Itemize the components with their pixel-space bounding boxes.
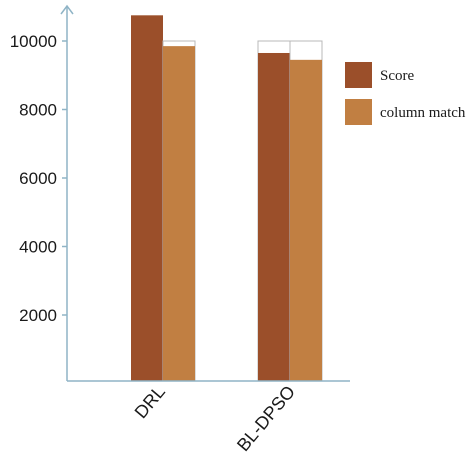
legend: Score column match (345, 62, 466, 125)
y-axis-arrow (60, 4, 74, 15)
legend-label: Score (380, 68, 414, 84)
y-tick-label: 4000 (19, 238, 57, 257)
legend-label: column match (380, 105, 466, 121)
bar-column-match-drl (163, 46, 195, 381)
x-labels-group: DRL BL-DPSO (131, 382, 299, 455)
y-tick-label: 8000 (19, 101, 57, 120)
y-tick-label: 6000 (19, 169, 57, 188)
legend-swatch (345, 99, 372, 125)
legend-swatch (345, 62, 372, 88)
bar-column-match-bl-dpso (290, 59, 322, 382)
bar-score-drl (131, 15, 163, 381)
bar-score-bl-dpso (258, 52, 290, 382)
axes-group (60, 4, 350, 382)
x-category-label: DRL (131, 382, 169, 422)
y-tick-label: 10000 (10, 32, 57, 51)
x-category-label: BL-DPSO (233, 382, 299, 455)
bars-group (131, 15, 323, 382)
y-ticks-group: 2000 4000 6000 8000 10000 (10, 32, 67, 325)
y-tick-label: 2000 (19, 306, 57, 325)
